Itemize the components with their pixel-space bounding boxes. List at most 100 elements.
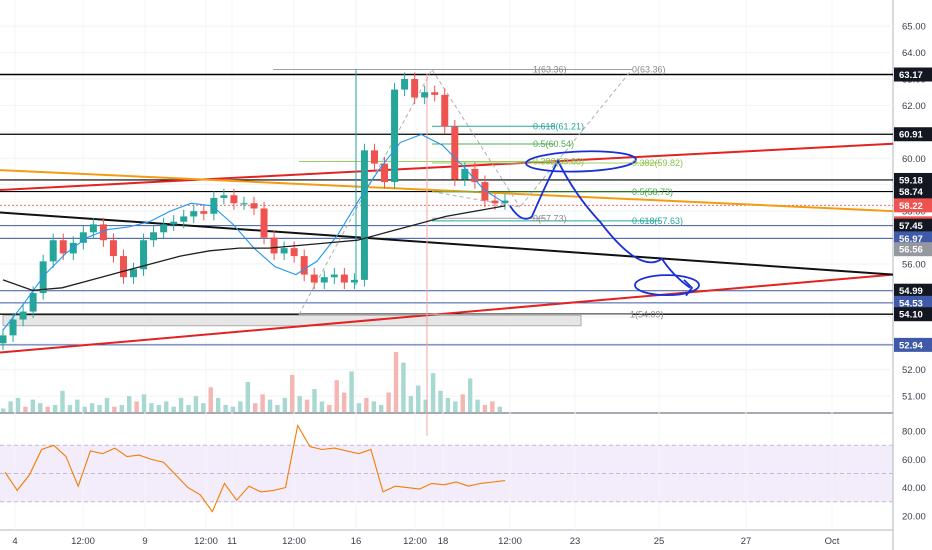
volume-bar bbox=[67, 404, 73, 412]
time-tick: 9 bbox=[142, 536, 147, 547]
price-tag-label: 60.91 bbox=[899, 130, 923, 141]
volume-bar bbox=[230, 406, 236, 412]
price-tag-bg bbox=[894, 67, 932, 82]
candle-body bbox=[501, 200, 509, 204]
rsi-line bbox=[4, 423, 506, 513]
candle-body bbox=[29, 293, 37, 312]
candle-body bbox=[391, 89, 399, 183]
candle-body bbox=[150, 232, 158, 241]
price-tag-label: 58.74 bbox=[899, 187, 923, 198]
time-tick: 12:00 bbox=[194, 536, 218, 547]
time-tick: 12:00 bbox=[71, 536, 95, 547]
price-candles bbox=[0, 72, 509, 350]
volume-bar bbox=[60, 390, 65, 412]
volume-bar bbox=[201, 403, 206, 412]
candle-body bbox=[0, 335, 7, 344]
fib-label: 1(54.09) bbox=[630, 309, 664, 319]
volume-bar bbox=[156, 404, 162, 412]
candle-body bbox=[441, 94, 449, 127]
rsi-tick: 20.00 bbox=[902, 511, 926, 522]
time-tick: 4 bbox=[12, 536, 17, 547]
volume-bar bbox=[371, 401, 376, 412]
candle-body bbox=[119, 256, 127, 278]
volume-bar bbox=[349, 371, 354, 412]
price-tick: 64.00 bbox=[902, 48, 926, 59]
candle-body bbox=[160, 224, 168, 233]
price-tag-bg bbox=[894, 127, 932, 142]
candle-body bbox=[230, 195, 238, 204]
volume-bar bbox=[23, 406, 28, 412]
fib-label: 0.618(61.21) bbox=[533, 121, 584, 131]
volume-bar bbox=[312, 389, 317, 412]
time-tick: 12:00 bbox=[403, 536, 427, 547]
candle-body bbox=[180, 216, 188, 222]
candle-body bbox=[381, 163, 389, 183]
price-tag-bg bbox=[894, 184, 932, 199]
annotation-arrow bbox=[683, 279, 694, 297]
candle-body bbox=[200, 211, 208, 214]
candle-body bbox=[471, 168, 479, 183]
price-tag-bg bbox=[894, 307, 932, 322]
candle-body bbox=[220, 195, 228, 198]
volume-bar bbox=[327, 404, 332, 412]
time-tick: 12:00 bbox=[282, 536, 306, 547]
candle-body bbox=[250, 203, 258, 209]
candle-body bbox=[170, 221, 178, 225]
volume-bar bbox=[267, 399, 273, 412]
volume-bar bbox=[208, 387, 213, 412]
candle-body bbox=[320, 277, 328, 283]
volume-bar bbox=[297, 396, 302, 412]
ma-black-line bbox=[2, 205, 506, 292]
volume-bar bbox=[438, 390, 443, 412]
price-tag-label: 52.94 bbox=[899, 340, 923, 351]
candle-body bbox=[140, 240, 148, 270]
candle-body bbox=[79, 232, 87, 243]
volume-bar bbox=[290, 374, 295, 412]
price-tag-label: 63.17 bbox=[899, 70, 923, 81]
volume-bar bbox=[112, 406, 117, 412]
volume-bar bbox=[193, 396, 199, 412]
volume-bar bbox=[386, 392, 391, 412]
candle-body bbox=[210, 197, 218, 214]
candle-body bbox=[190, 211, 198, 217]
time-tick: 12:00 bbox=[498, 536, 522, 547]
volume-bar bbox=[304, 399, 310, 412]
volume-bar bbox=[52, 404, 58, 412]
volume-bar bbox=[45, 406, 50, 412]
candle-body bbox=[280, 248, 288, 254]
volume-bar bbox=[497, 406, 502, 412]
fib-guide bbox=[431, 69, 521, 208]
candle-body bbox=[99, 224, 107, 241]
fib-label: 0.618(57.63) bbox=[632, 216, 683, 226]
candle-body bbox=[421, 92, 429, 98]
candle-body bbox=[431, 92, 439, 95]
price-tag-bg bbox=[894, 218, 932, 233]
volume-bar bbox=[164, 401, 169, 412]
price-tag-label: 56.56 bbox=[899, 245, 923, 256]
volume-bar bbox=[467, 378, 473, 412]
fib-guide bbox=[431, 69, 633, 208]
rsi-panel bbox=[0, 423, 893, 513]
candle-body bbox=[401, 79, 409, 90]
candle-body bbox=[310, 274, 318, 283]
price-tag-bg bbox=[894, 231, 932, 246]
candle-body bbox=[481, 182, 489, 201]
volume-bar bbox=[245, 382, 250, 412]
trendline-orange bbox=[0, 169, 894, 213]
volume-bars bbox=[1, 352, 502, 412]
volume-bar bbox=[453, 401, 458, 412]
price-tag-bg bbox=[894, 337, 932, 352]
volume-bar bbox=[119, 404, 124, 412]
price-tag-label: 56.97 bbox=[899, 234, 923, 245]
volume-bar bbox=[97, 404, 102, 412]
volume-bar bbox=[490, 401, 495, 412]
candle-body bbox=[260, 208, 268, 238]
candle-body bbox=[130, 269, 138, 278]
candle-body bbox=[370, 150, 378, 164]
volume-bar bbox=[423, 399, 428, 412]
fib-label: 0.382(59.82) bbox=[632, 158, 683, 168]
candle-body bbox=[240, 203, 248, 205]
fib-label: 0.382(59.88) bbox=[533, 156, 584, 166]
volume-bar bbox=[341, 392, 347, 412]
